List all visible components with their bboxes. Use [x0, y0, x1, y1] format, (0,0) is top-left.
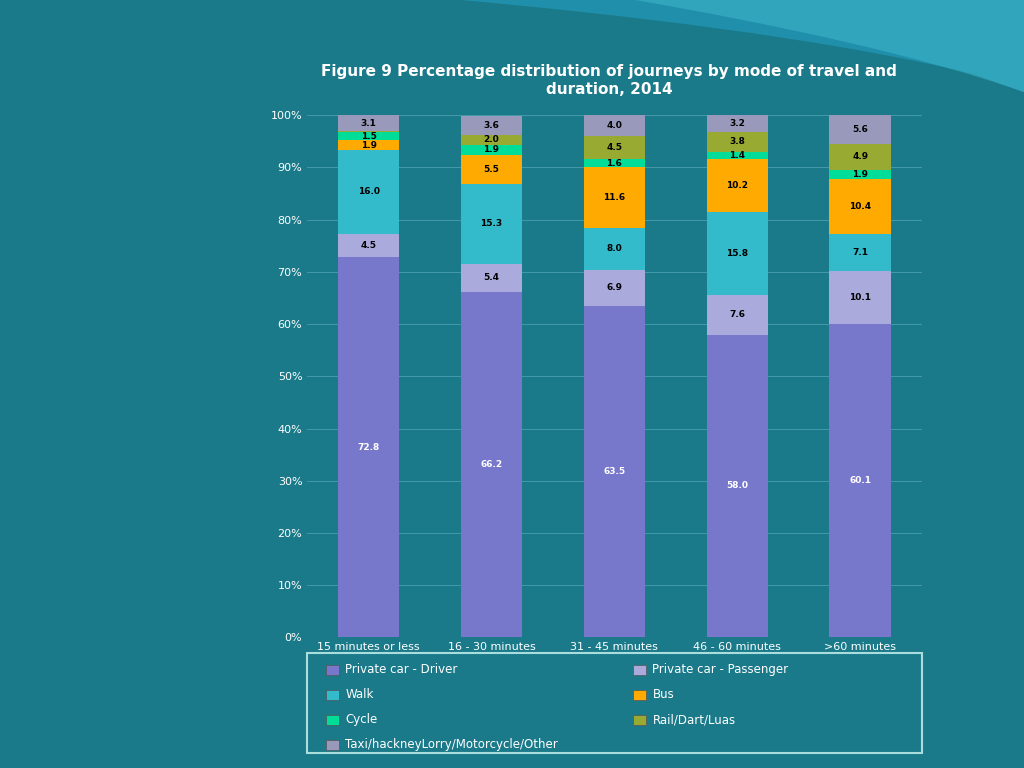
Bar [633, 665, 646, 675]
Text: 7.1: 7.1 [852, 248, 868, 257]
Text: 5.6: 5.6 [852, 125, 868, 134]
Text: 1.4: 1.4 [729, 151, 745, 160]
Bar [584, 114, 645, 136]
Text: 4.5: 4.5 [606, 143, 623, 152]
Bar [338, 132, 399, 141]
Text: 10.4: 10.4 [849, 202, 871, 211]
Bar [326, 715, 339, 725]
PathPatch shape [635, 0, 1024, 92]
Text: 1.9: 1.9 [360, 141, 377, 150]
Bar [338, 151, 399, 233]
Text: 4.9: 4.9 [852, 152, 868, 161]
Text: 4.0: 4.0 [606, 121, 623, 130]
Bar [338, 115, 399, 131]
Bar [829, 323, 891, 637]
Text: 3.2: 3.2 [729, 119, 745, 128]
Bar [461, 184, 522, 263]
Bar [829, 271, 891, 323]
Bar [584, 228, 645, 270]
Text: 63.5: 63.5 [603, 467, 626, 476]
Text: 4.5: 4.5 [360, 241, 377, 250]
Bar [707, 152, 768, 159]
Text: 72.8: 72.8 [357, 443, 380, 452]
Text: 5.5: 5.5 [483, 165, 500, 174]
Text: 58.0: 58.0 [726, 482, 749, 491]
Text: Figure 9 Percentage distribution of journeys by mode of travel and
duration, 201: Figure 9 Percentage distribution of jour… [322, 65, 897, 97]
Text: Private car - Passenger: Private car - Passenger [652, 664, 788, 677]
Bar [707, 212, 768, 295]
Bar [633, 715, 646, 725]
Text: 66.2: 66.2 [480, 460, 503, 469]
Bar [461, 116, 522, 134]
Bar [584, 270, 645, 306]
Bar [338, 233, 399, 257]
Text: 15.8: 15.8 [726, 249, 749, 258]
Bar [461, 155, 522, 184]
Bar [461, 263, 522, 292]
Text: 10.1: 10.1 [849, 293, 871, 302]
Bar [338, 131, 399, 132]
PathPatch shape [461, 0, 1024, 92]
Bar [707, 132, 768, 152]
Bar [707, 295, 768, 335]
Bar [584, 159, 645, 167]
Text: 1.6: 1.6 [606, 159, 623, 167]
Text: Taxi/hackneyLorry/Motorcycle/Other: Taxi/hackneyLorry/Motorcycle/Other [345, 738, 558, 751]
Bar [461, 134, 522, 145]
Text: 6.9: 6.9 [606, 283, 623, 293]
Bar [461, 145, 522, 155]
Text: 3.1: 3.1 [360, 119, 377, 127]
Text: 1.9: 1.9 [852, 170, 868, 179]
Bar [338, 141, 399, 151]
Bar [326, 665, 339, 675]
Text: Bus: Bus [652, 688, 674, 701]
Bar [707, 335, 768, 637]
Text: Rail/Dart/Luas: Rail/Dart/Luas [652, 713, 735, 727]
Text: 3.6: 3.6 [483, 121, 500, 130]
Bar [584, 167, 645, 228]
Text: Cycle: Cycle [345, 713, 378, 727]
Bar [326, 740, 339, 750]
Bar [829, 170, 891, 180]
Bar [461, 292, 522, 637]
Text: Private car - Driver: Private car - Driver [345, 664, 458, 677]
Bar [829, 233, 891, 271]
Text: 10.2: 10.2 [726, 181, 749, 190]
Text: 5.4: 5.4 [483, 273, 500, 282]
Text: 3.8: 3.8 [729, 137, 745, 147]
Text: 2.0: 2.0 [483, 135, 500, 144]
Text: Walk: Walk [345, 688, 374, 701]
Text: 8.0: 8.0 [606, 244, 623, 253]
Bar [707, 115, 768, 132]
Text: 16.0: 16.0 [357, 187, 380, 197]
Bar [707, 159, 768, 212]
Bar [829, 114, 891, 144]
Bar [326, 690, 339, 700]
Bar [338, 257, 399, 637]
Text: 1.5: 1.5 [360, 132, 377, 141]
Text: 15.3: 15.3 [480, 219, 503, 228]
Text: 1.9: 1.9 [483, 145, 500, 154]
Text: 7.6: 7.6 [729, 310, 745, 319]
Bar [633, 690, 646, 700]
Bar [829, 144, 891, 170]
Text: 60.1: 60.1 [849, 476, 871, 485]
Bar [829, 180, 891, 233]
Text: 11.6: 11.6 [603, 194, 626, 202]
Bar [584, 136, 645, 159]
Bar [584, 306, 645, 637]
